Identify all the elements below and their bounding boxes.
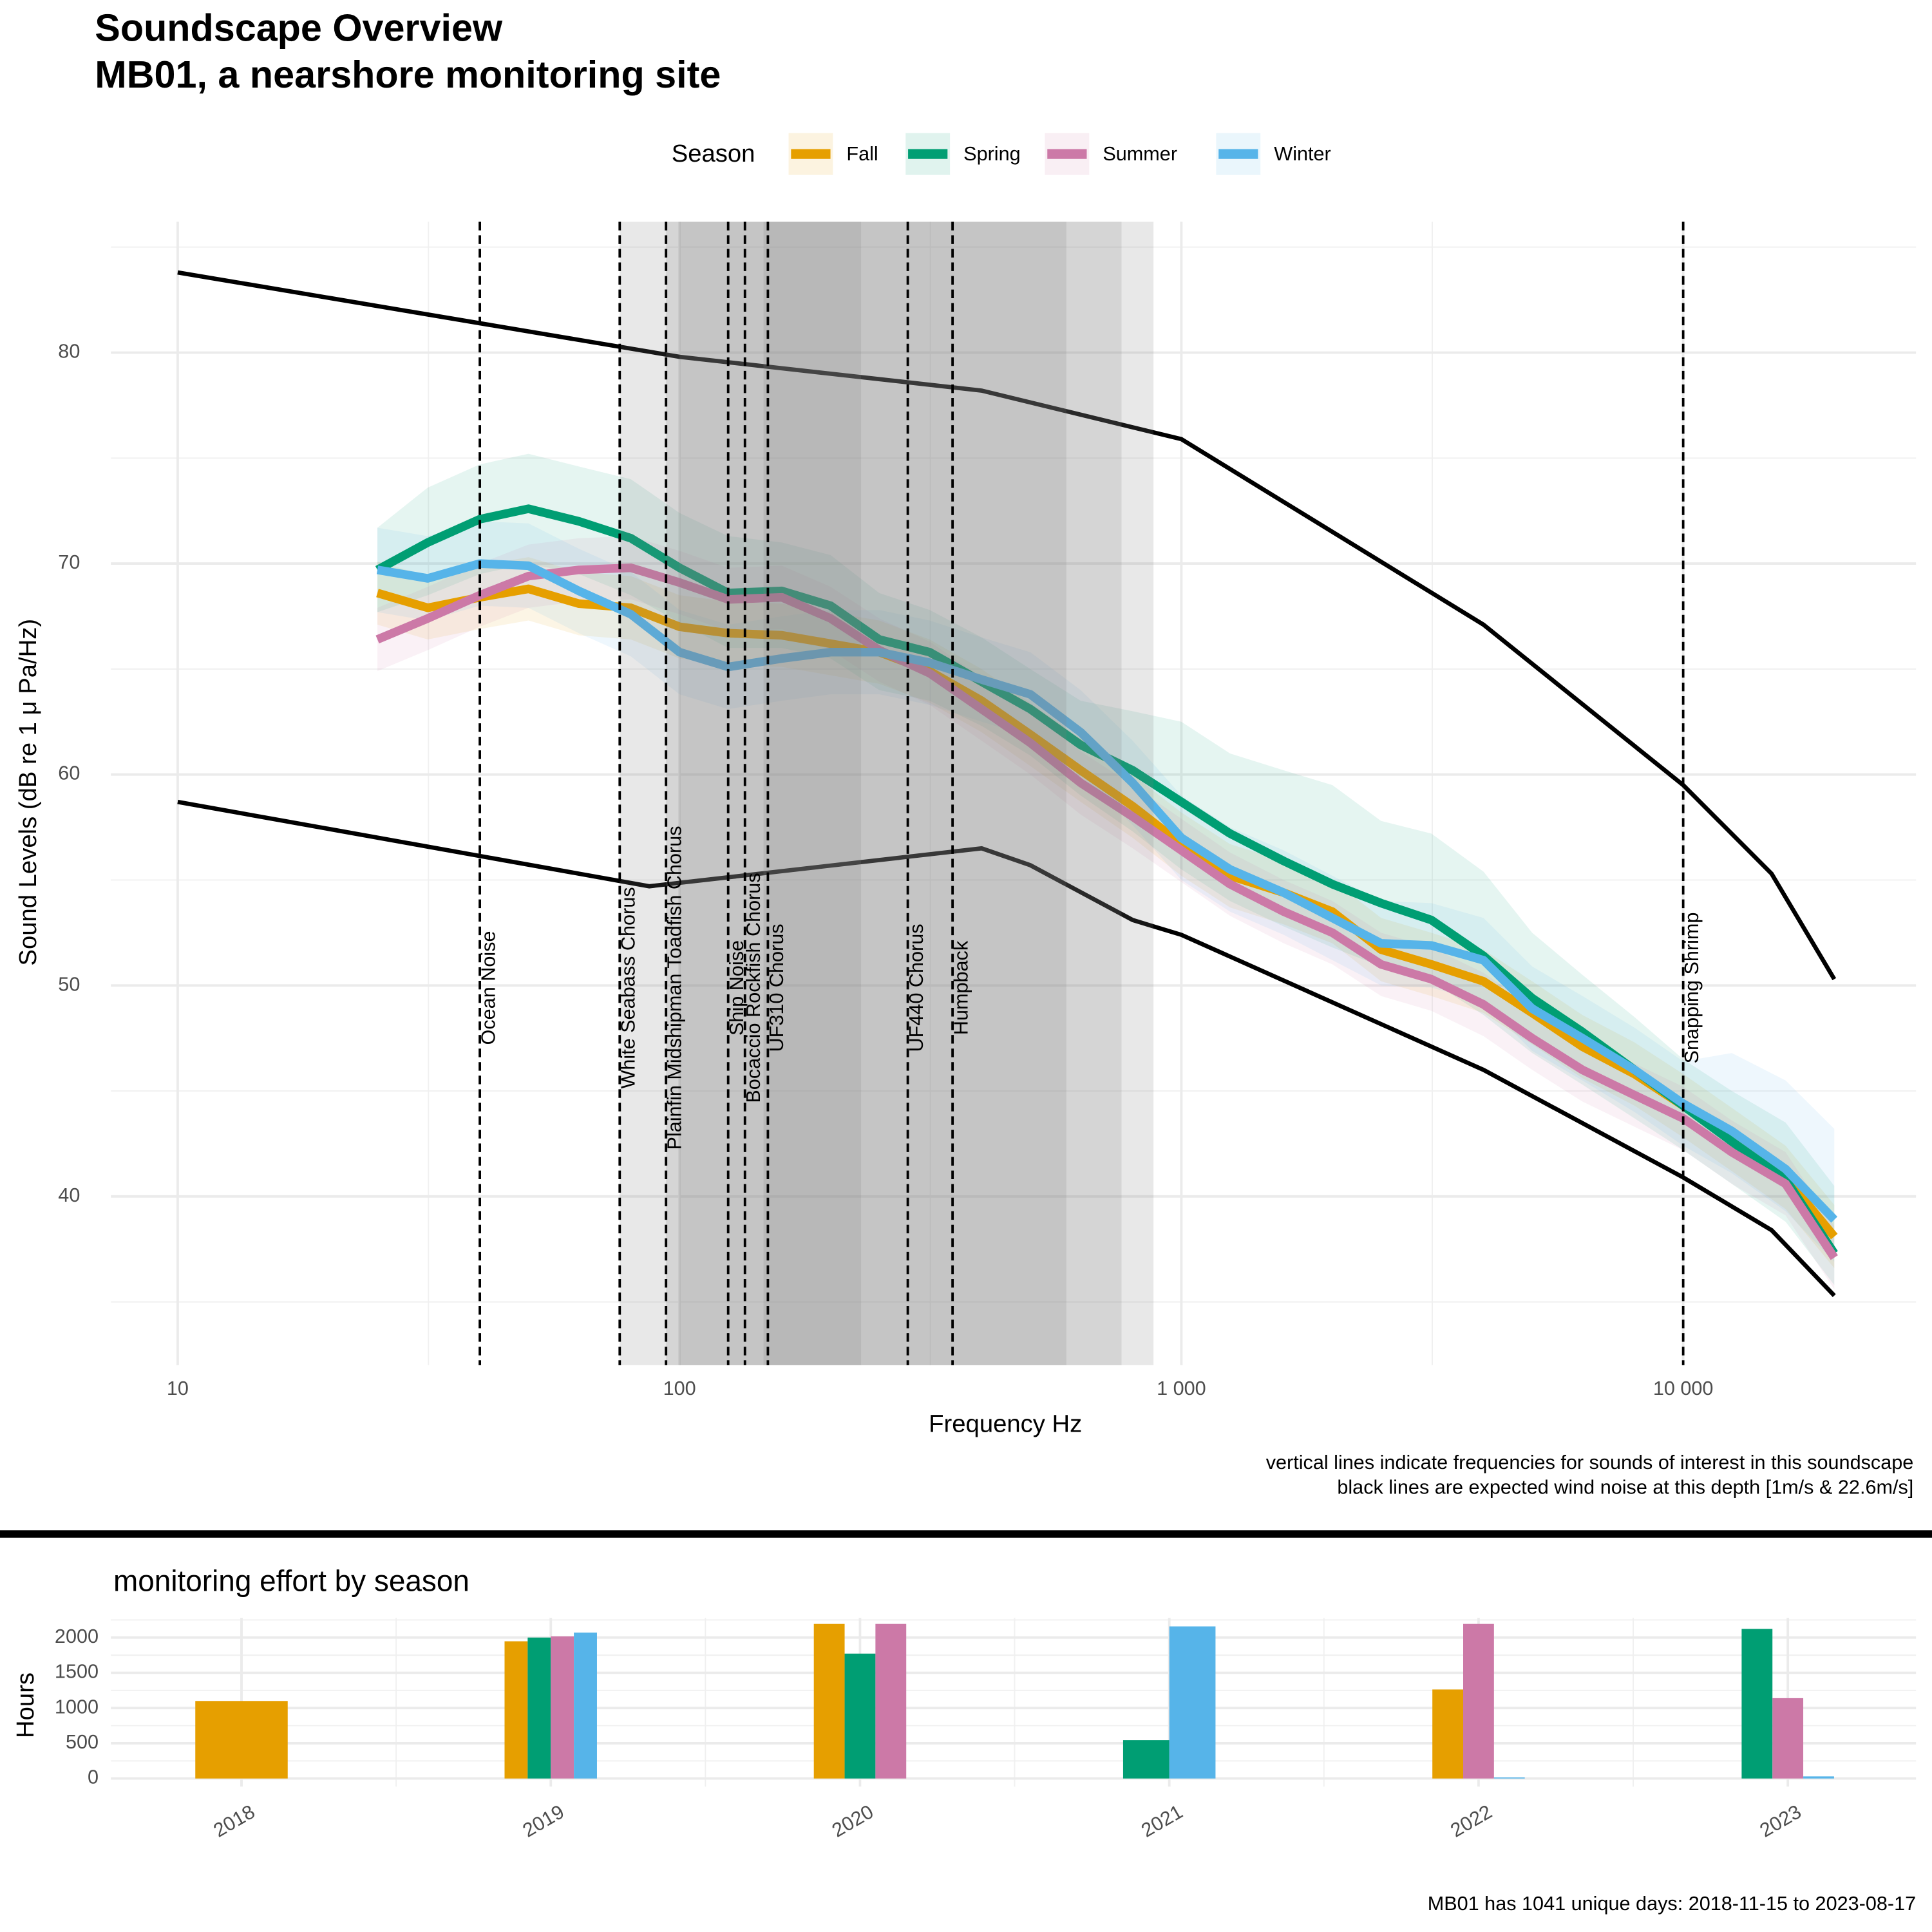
shaded-range	[620, 222, 1154, 1365]
footnote: MB01 has 1041 unique days: 2018-11-15 to…	[1428, 1893, 1916, 1915]
y-tick-label: 500	[66, 1731, 99, 1753]
y-axis-label: Sound Levels (dB re 1 μ Pa/Hz)	[14, 619, 42, 966]
x-tick-label: 1 000	[1157, 1378, 1206, 1399]
marker-label: UF440 Chorus	[905, 923, 927, 1052]
x-tick-label: 100	[663, 1378, 696, 1399]
bar	[1463, 1624, 1494, 1779]
bar	[844, 1653, 876, 1779]
y-tick-label: 70	[58, 551, 80, 573]
caption: black lines are expected wind noise at t…	[1337, 1476, 1913, 1498]
legend-title: Season	[672, 140, 755, 167]
x-tick-label: 10 000	[1653, 1378, 1714, 1399]
shaded-range	[679, 222, 1066, 1365]
caption: vertical lines indicate frequencies for …	[1266, 1452, 1914, 1473]
shaded-range	[666, 222, 1122, 1365]
ribbon	[377, 521, 1835, 1262]
bar	[1772, 1698, 1804, 1779]
bar	[813, 1624, 845, 1779]
bar	[1169, 1626, 1216, 1779]
y-tick-label: 40	[58, 1184, 80, 1206]
marker-label: UF310 Chorus	[766, 923, 788, 1052]
y-tick-label: 0	[88, 1766, 99, 1788]
legend-label: Summer	[1103, 143, 1177, 165]
legend-label: Winter	[1274, 143, 1331, 165]
wind-noise-line	[177, 270, 1837, 981]
legend-label: Spring	[963, 143, 1020, 165]
y-tick-label: 60	[58, 762, 80, 784]
shaded-range	[763, 222, 862, 1365]
bar	[875, 1624, 907, 1779]
bar-title: monitoring effort by season	[113, 1564, 469, 1598]
bar-y-axis-label: Hours	[12, 1672, 39, 1738]
bar	[574, 1633, 597, 1779]
y-tick-label: 50	[58, 973, 80, 995]
bar	[1493, 1777, 1525, 1779]
bar	[504, 1641, 528, 1779]
legend-label: Fall	[846, 143, 878, 165]
marker-label: Snapping Shrimp	[1681, 913, 1703, 1064]
bar	[551, 1636, 574, 1779]
y-tick-label: 80	[58, 341, 80, 363]
bar	[527, 1637, 551, 1779]
marker-label: Ocean Noise	[477, 931, 499, 1045]
bar	[1122, 1740, 1170, 1779]
season-line	[376, 559, 1838, 1223]
marker-label: Plainfin Midshipman Toadfish Chorus	[664, 826, 686, 1150]
marker-label: Humpback	[951, 940, 972, 1035]
y-tick-label: 1500	[55, 1661, 99, 1683]
bar	[1741, 1629, 1773, 1779]
bar	[1803, 1776, 1834, 1779]
x-tick-label: 10	[167, 1378, 189, 1399]
ribbon	[377, 453, 1835, 1285]
x-axis-label: Frequency Hz	[929, 1410, 1082, 1438]
title: Soundscape Overview	[95, 6, 503, 50]
bar	[1432, 1689, 1464, 1779]
subtitle: MB01, a nearshore monitoring site	[95, 53, 721, 96]
y-tick-label: 2000	[55, 1625, 99, 1647]
marker-label: White Seabass Chorus	[618, 887, 639, 1088]
marker-label: Bocaccio Rockfish Chorus	[743, 873, 764, 1103]
bar	[195, 1701, 288, 1779]
wind-noise-line	[177, 799, 1836, 1298]
season-line	[375, 563, 1838, 1260]
y-tick-label: 1000	[55, 1696, 99, 1718]
